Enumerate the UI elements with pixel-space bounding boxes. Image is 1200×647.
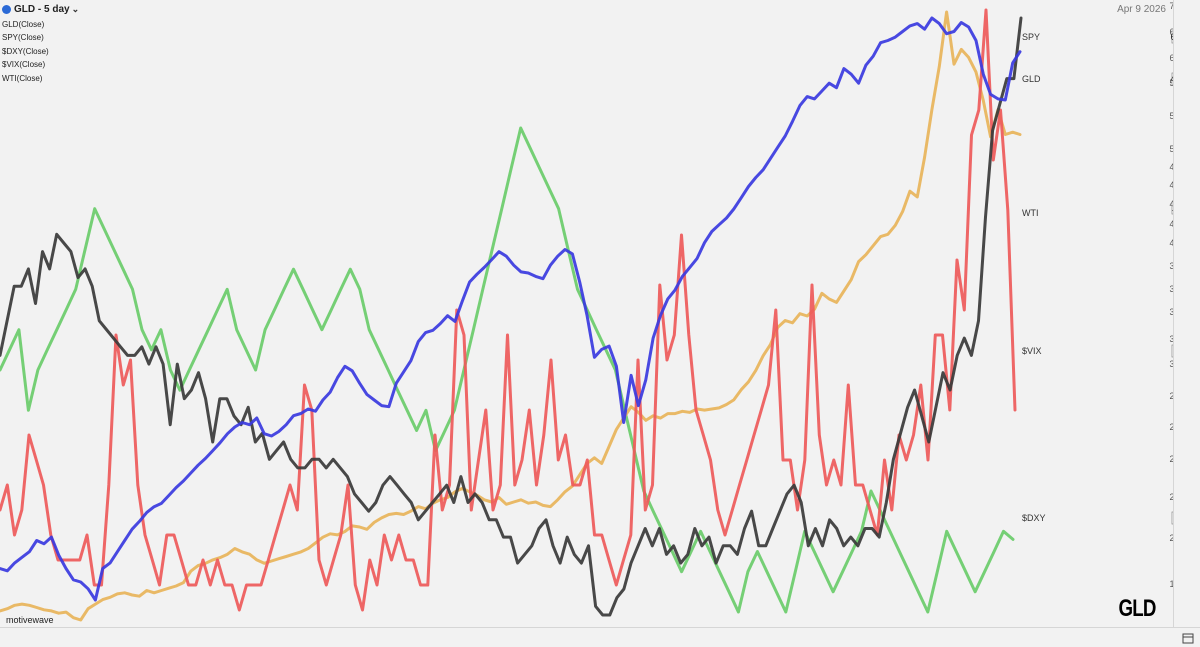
end-label-dxy: $DXY bbox=[1022, 513, 1046, 523]
legend-item-wti[interactable]: WTI(Close) bbox=[2, 73, 43, 83]
legend-title[interactable]: GLD - 5 day ⌄ bbox=[2, 3, 79, 17]
legend: GLD - 5 day ⌄ GLD(Close) SPY(Close) $DXY… bbox=[2, 3, 79, 85]
legend-item-gld[interactable]: GLD(Close) bbox=[2, 19, 45, 29]
legend-item-dxy[interactable]: $DXY(Close) bbox=[2, 46, 49, 56]
series-line-spy bbox=[0, 16, 1022, 602]
series-line-wti bbox=[0, 16, 1023, 617]
chevron-down-icon[interactable]: ⌄ bbox=[71, 4, 80, 14]
time-axis[interactable] bbox=[0, 627, 1200, 647]
series-line-gld bbox=[0, 10, 1022, 622]
legend-item-spy[interactable]: SPY(Close) bbox=[2, 33, 44, 42]
ticker-label: GLD - 5 day bbox=[14, 4, 70, 15]
settings-corner-icon[interactable] bbox=[1182, 633, 1194, 644]
symbol-watermark: GLD bbox=[1118, 595, 1157, 622]
right-price-axis[interactable] bbox=[1173, 0, 1200, 628]
current-date: Apr 9 2026 bbox=[1117, 4, 1166, 15]
legend-item-vix[interactable]: $VIX(Close) bbox=[2, 60, 46, 69]
symbol-dot-icon bbox=[2, 5, 11, 15]
end-label-wti: WTI bbox=[1022, 208, 1039, 218]
watermark: motivewave bbox=[6, 615, 54, 625]
end-label-spy: SPY bbox=[1022, 32, 1040, 42]
end-label-gld: GLD bbox=[1022, 74, 1041, 84]
series-line-vix bbox=[0, 8, 1017, 612]
series-line-dxy bbox=[0, 126, 1015, 614]
end-label-vix: $VIX bbox=[1022, 346, 1042, 356]
